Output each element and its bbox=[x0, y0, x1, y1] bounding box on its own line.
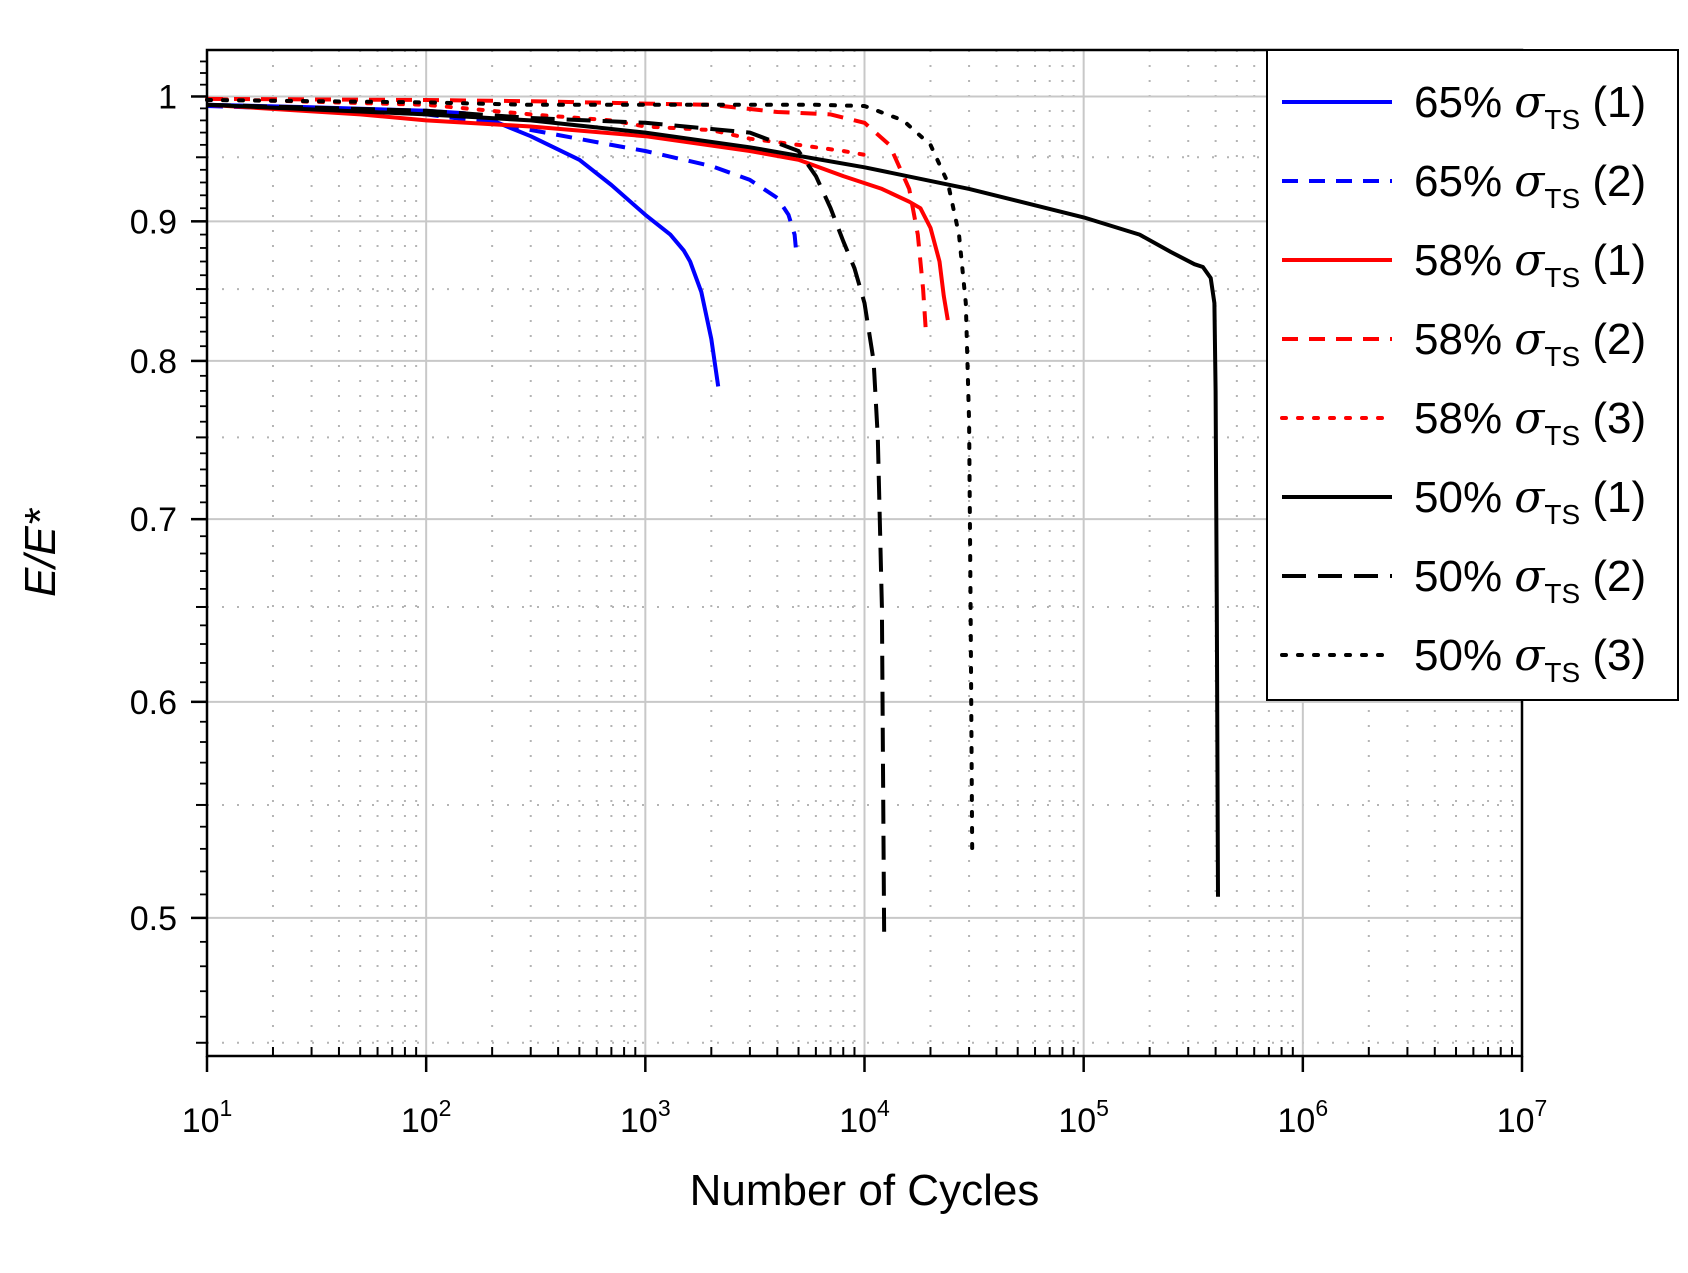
y-tick-labels: 0.5 0.6 0.7 0.8 0.9 1 bbox=[130, 78, 177, 937]
y-tick-label: 0.9 bbox=[130, 203, 177, 241]
legend-label: 58% σTS (1) bbox=[1414, 235, 1646, 293]
x-tick-label: 103 bbox=[620, 1095, 671, 1140]
axis-ticks bbox=[191, 60, 1524, 1072]
legend-box bbox=[1266, 49, 1679, 701]
legend-label: 50% σTS (1) bbox=[1414, 472, 1646, 530]
legend-label: 65% σTS (1) bbox=[1414, 77, 1646, 135]
x-tick-label: 101 bbox=[182, 1095, 233, 1140]
x-tick-labels: 101 102 103 104 105 106 107 bbox=[182, 1095, 1548, 1140]
legend-label: 58% σTS (3) bbox=[1414, 393, 1646, 451]
y-tick-label: 0.8 bbox=[130, 343, 177, 381]
y-tick-label: 0.5 bbox=[130, 900, 177, 938]
legend-label: 65% σTS (2) bbox=[1414, 156, 1646, 214]
series-line bbox=[206, 102, 887, 942]
series-line bbox=[205, 96, 867, 157]
legend-label: 58% σTS (2) bbox=[1414, 314, 1646, 372]
x-tick-label: 105 bbox=[1058, 1095, 1109, 1140]
x-tick-label: 107 bbox=[1497, 1095, 1548, 1140]
series-layer bbox=[205, 96, 1220, 942]
x-tick-label: 106 bbox=[1278, 1095, 1329, 1140]
series-line bbox=[205, 98, 975, 854]
x-tick-label: 102 bbox=[401, 1095, 452, 1140]
y-tick-label: 0.6 bbox=[130, 684, 177, 722]
series-line bbox=[206, 102, 1220, 897]
y-tick-label: 1 bbox=[158, 78, 177, 116]
legend-label: 50% σTS (2) bbox=[1414, 551, 1646, 609]
x-tick-label: 104 bbox=[839, 1095, 890, 1140]
x-axis-title: Number of Cycles bbox=[690, 1166, 1040, 1215]
series-line bbox=[206, 102, 950, 321]
y-axis-title: E/E* bbox=[16, 507, 65, 597]
legend: 65% σTS (1) 65% σTS (2) 58% σTS (1) 58% σTS… bbox=[1266, 49, 1679, 701]
y-tick-label: 0.7 bbox=[130, 501, 177, 539]
legend-label: 50% σTS (3) bbox=[1414, 630, 1646, 688]
series-line bbox=[206, 96, 928, 328]
